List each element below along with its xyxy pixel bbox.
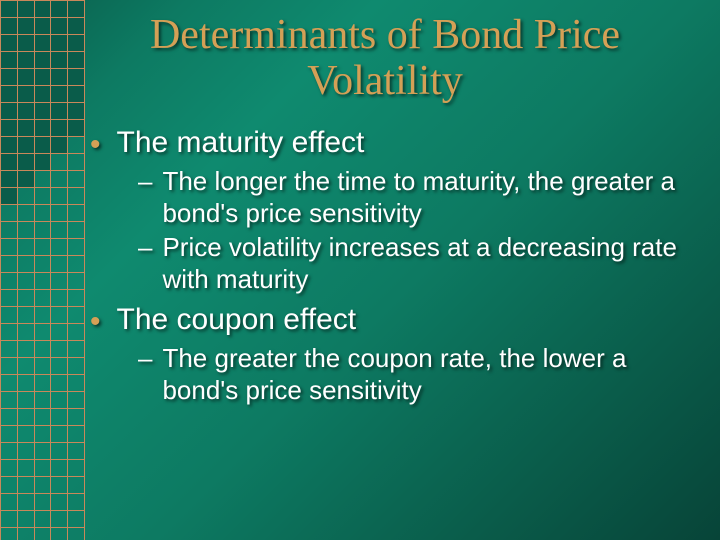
bullet-dot-icon: •	[90, 307, 101, 337]
bullet-dash-icon: –	[138, 166, 152, 197]
slide-content: Determinants of Bond Price Volatility • …	[70, 12, 700, 409]
bullet-level2: – Price volatility increases at a decrea…	[138, 232, 700, 295]
bullet-level1: • The coupon effect	[90, 303, 700, 337]
bullet-text: The coupon effect	[117, 303, 357, 337]
bullet-level2: – The greater the coupon rate, the lower…	[138, 343, 700, 406]
bullet-level1: • The maturity effect	[90, 126, 700, 160]
bullet-text: The greater the coupon rate, the lower a…	[162, 343, 700, 406]
bullet-dash-icon: –	[138, 343, 152, 374]
bullet-text: The longer the time to maturity, the gre…	[162, 166, 700, 229]
bullet-text: The maturity effect	[117, 126, 365, 160]
bullet-dash-icon: –	[138, 232, 152, 263]
bullet-dot-icon: •	[90, 130, 101, 160]
bullet-level2: – The longer the time to maturity, the g…	[138, 166, 700, 229]
slide-title: Determinants of Bond Price Volatility	[70, 12, 700, 104]
bullet-text: Price volatility increases at a decreasi…	[162, 232, 700, 295]
